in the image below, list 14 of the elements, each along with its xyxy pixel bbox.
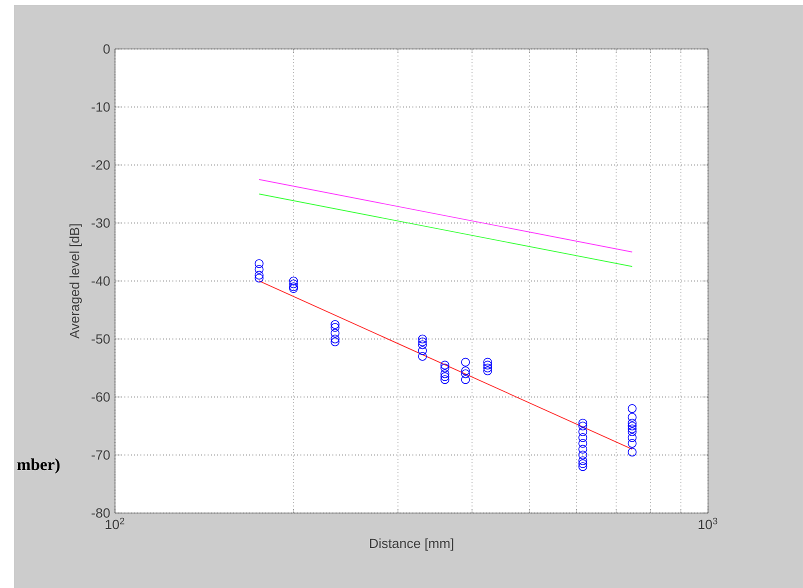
x-tick-label: 10$^{3}$ <box>698 518 718 530</box>
y-tick-label: -10 <box>92 102 110 112</box>
y-tick-label: -20 <box>92 160 110 170</box>
y-tick-label: -70 <box>92 450 110 460</box>
y-axis-title: Averaged level [dB] <box>69 224 82 339</box>
y-tick-label: -50 <box>92 334 110 344</box>
y-tick-label: -60 <box>92 392 110 402</box>
text: mber) <box>17 458 60 474</box>
y-tick-label: 0 <box>103 44 110 54</box>
x-axis-title: Distance [mm] <box>370 538 454 551</box>
y-tick-label: -80 <box>92 508 110 518</box>
y-tick-label: -30 <box>92 218 110 228</box>
x-tick-label: 10$^{2}$ <box>106 518 124 530</box>
y-tick-label: -40 <box>92 276 110 286</box>
